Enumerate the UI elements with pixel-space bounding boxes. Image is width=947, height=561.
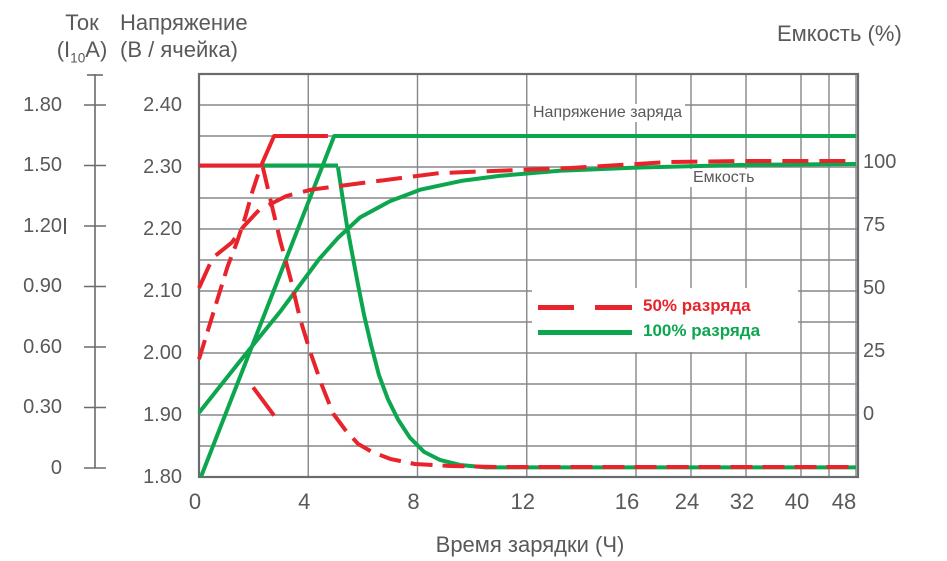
- voltage-tick-label: 2.40: [143, 94, 182, 116]
- voltage-tick-label: 2.20: [143, 218, 182, 240]
- time-tick-label: 12: [510, 489, 535, 514]
- time-tick-label: 4: [298, 489, 311, 514]
- current-axis-title-line1: Ток: [65, 10, 99, 35]
- voltage-tick-label: 2.10: [143, 280, 182, 302]
- charge-voltage-annotation: Напряжение заряда: [530, 104, 686, 122]
- legend-dashed-swatch-50-percent: [538, 305, 632, 310]
- capacity-tick-label: 100: [863, 151, 897, 173]
- current-tick-label: 0.30: [23, 396, 62, 419]
- x-axis-title: Время зарядки (Ч): [435, 532, 625, 557]
- time-tick-label: 48: [831, 489, 857, 514]
- time-tick-label: 24: [674, 489, 700, 514]
- voltage-tick-label: 2.30: [143, 156, 182, 178]
- voltage-tick-label: 1.90: [143, 404, 182, 426]
- capacity-annotation: Емкость: [690, 169, 758, 187]
- current-axis-title-subscript: 10: [70, 50, 86, 66]
- plot-border: [197, 72, 860, 479]
- voltage-axis-title-line1: Напряжение: [120, 10, 248, 35]
- legend-label-100-percent: 100% разряда: [643, 321, 761, 340]
- time-tick-label: 32: [729, 489, 755, 514]
- capacity-tick-label: 25: [863, 340, 886, 362]
- time-tick-label: 8: [407, 489, 420, 514]
- current-axis-title-post: A): [85, 37, 108, 62]
- series-red-current-decay: [260, 167, 856, 469]
- time-tick-label: 0: [188, 489, 202, 514]
- capacity-tick-label: 50: [863, 277, 886, 299]
- current-tick-label: 0.90: [23, 275, 62, 298]
- voltage-axis-title-line2: (В / ячейка): [120, 37, 238, 62]
- voltage-tick-label: 1.80: [143, 466, 182, 488]
- legend: 50% разряда 100% разряда: [532, 288, 798, 352]
- series-red-capacity: [197, 159, 856, 289]
- time-tick-label: 40: [784, 489, 810, 514]
- current-axis-title-pre: (I: [56, 37, 71, 62]
- legend-label-50-percent: 50% разряда: [643, 296, 751, 315]
- current-axis-title-line2: (I10A): [26, 37, 138, 65]
- current-tick-label: 1.50: [23, 154, 62, 177]
- legend-solid-swatch-100-percent: [538, 330, 632, 335]
- stray-text-cursor-artifact: [64, 218, 66, 234]
- current-tick-label: 0: [50, 457, 62, 479]
- capacity-axis-title: Емкость (%): [777, 21, 902, 46]
- capacity-tick-label: 75: [863, 214, 886, 236]
- series-green-voltage: [199, 134, 856, 478]
- current-tick-label: 0.60: [23, 335, 62, 358]
- voltage-tick-label: 2.00: [143, 342, 182, 364]
- series-green-capacity: [197, 162, 857, 414]
- capacity-tick-label: 0: [863, 403, 875, 425]
- series-green-current-decay: [336, 167, 856, 470]
- series-red-current-decay-stray-dash: [251, 386, 276, 417]
- series-red-voltage-rise: [197, 166, 263, 360]
- current-tick-label: 1.80: [23, 93, 62, 116]
- current-tick-label: 1.20: [23, 214, 62, 237]
- series-red-voltage-boost: [258, 134, 328, 168]
- time-tick-label: 16: [614, 489, 640, 514]
